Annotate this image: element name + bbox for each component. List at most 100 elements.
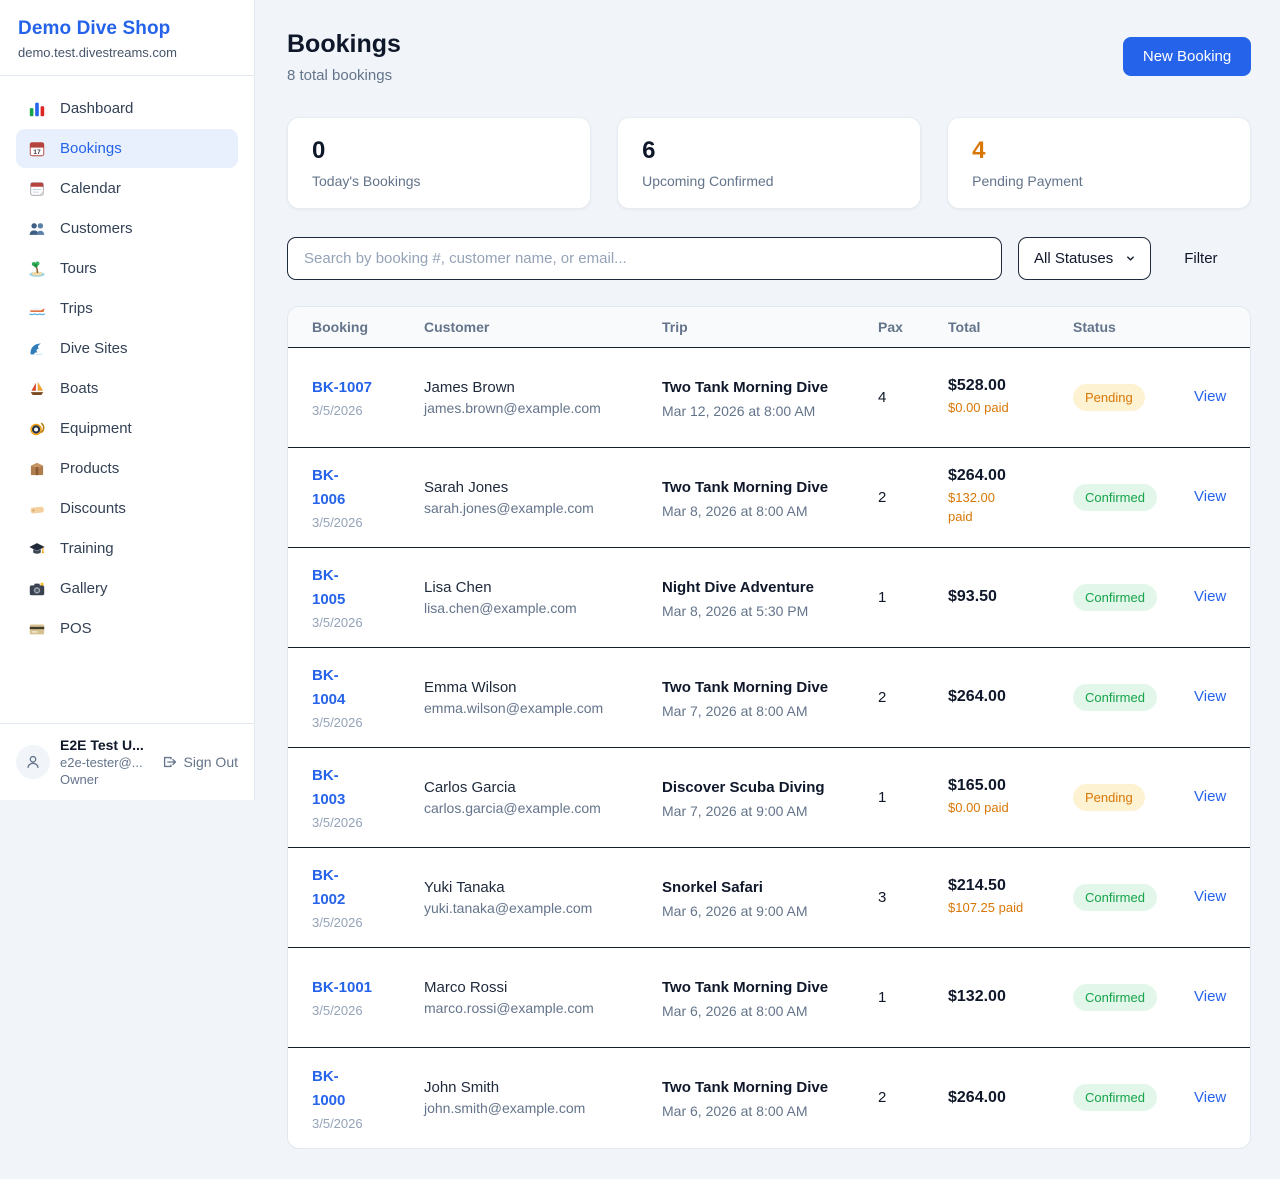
total-cell: $528.00 $0.00 paid	[948, 377, 1073, 418]
actions-cell: View	[1194, 488, 1226, 506]
booking-id-link[interactable]: BK- 1006	[312, 467, 346, 509]
actions-cell: View	[1194, 588, 1226, 606]
table-row: BK- 1000 3/5/2026 John Smith john.smith@exa…	[288, 1048, 1250, 1148]
stat-label: Today's Bookings	[312, 172, 421, 189]
total-cell: $264.00	[948, 688, 1073, 706]
view-link[interactable]: View	[1194, 488, 1227, 506]
brand-header: Demo Dive Shop demo.test.divestreams.com	[0, 0, 254, 76]
dashboard-icon	[27, 99, 46, 118]
total-cell: $132.00	[948, 988, 1073, 1006]
customer-cell: Sarah Jones sarah.jones@example.com	[424, 479, 662, 516]
view-link[interactable]: View	[1194, 1088, 1227, 1106]
sidebar-item-pos[interactable]: POS	[16, 609, 238, 648]
column-header-total: Total	[948, 318, 981, 335]
booking-cell: BK- 1003 3/5/2026	[312, 764, 424, 830]
sidebar-item-products[interactable]: Products	[16, 449, 238, 488]
booking-cell: BK- 1002 3/5/2026	[312, 864, 424, 930]
stat-label: Pending Payment	[972, 172, 1083, 189]
amount-paid: $107.25 paid	[948, 899, 1024, 915]
customer-cell: Yuki Tanaka yuki.tanaka@example.com	[424, 879, 662, 916]
view-link[interactable]: View	[1194, 588, 1227, 606]
customer-email: john.smith@example.com	[424, 1100, 586, 1117]
sidebar-item-trips[interactable]: Trips	[16, 289, 238, 328]
booking-id-link[interactable]: BK- 1003	[312, 767, 346, 809]
customer-name: Marco Rossi	[424, 978, 508, 996]
bookings-icon: 17	[27, 139, 46, 158]
sidebar-item-gallery[interactable]: Gallery	[16, 569, 238, 608]
actions-cell: View	[1194, 788, 1226, 806]
sidebar-item-training[interactable]: Training	[16, 529, 238, 568]
sidebar-item-customers[interactable]: Customers	[16, 209, 238, 248]
status-badge: Pending	[1073, 383, 1145, 411]
user-box: E2E Test U... e2e-tester@... Owner Sign …	[0, 723, 254, 800]
trip-name: Two Tank Morning Dive	[662, 378, 829, 396]
sidebar-item-dashboard[interactable]: Dashboard	[16, 89, 238, 128]
booking-date: 3/5/2026	[312, 1003, 363, 1019]
filter-button[interactable]: Filter	[1184, 249, 1218, 267]
user-icon	[27, 755, 39, 768]
view-link[interactable]: View	[1194, 988, 1227, 1006]
view-link[interactable]: View	[1194, 388, 1227, 406]
sidebar-item-calendar[interactable]: Calendar	[16, 169, 238, 208]
sidebar-item-equipment[interactable]: Equipment	[16, 409, 238, 448]
sign-out-button[interactable]: Sign Out	[161, 754, 238, 770]
booking-id-link[interactable]: BK-1001	[312, 979, 373, 997]
page-title: Bookings	[287, 30, 401, 58]
table-row: BK- 1003 3/5/2026 Carlos Garcia carlos.garc…	[288, 748, 1251, 848]
sidebar-item-discounts[interactable]: Discounts	[16, 489, 238, 528]
view-link[interactable]: View	[1194, 888, 1227, 906]
page-subtitle: 8 total bookings	[287, 67, 393, 84]
table-row: BK-1001 3/5/2026 Marco Rossi marco.rossi@ex…	[288, 948, 1251, 1048]
table-row: BK- 1004 3/5/2026 Emma Wilson emma.wilson@e…	[288, 648, 1251, 748]
sidebar-item-tours[interactable]: Tours	[16, 249, 238, 288]
booking-id-link[interactable]: BK- 1004	[312, 667, 346, 709]
booking-id-link[interactable]: BK- 1002	[312, 867, 346, 909]
column-header-trip: Trip	[662, 318, 688, 335]
status-badge: Confirmed	[1073, 583, 1157, 611]
calendar-icon	[27, 179, 46, 198]
booking-id-link[interactable]: BK-1007	[312, 379, 373, 397]
amount-paid: $132.00 paid	[948, 490, 995, 525]
sidebar-item-bookings[interactable]: 17 Bookings	[16, 129, 238, 168]
status-cell: Confirmed	[1073, 583, 1194, 611]
equipment-icon	[27, 419, 46, 438]
total-amount: $93.50	[948, 588, 997, 606]
brand-name[interactable]: Demo Dive Shop	[18, 18, 171, 39]
status-cell: Pending	[1073, 383, 1194, 411]
view-link[interactable]: View	[1194, 688, 1227, 706]
view-link[interactable]: View	[1194, 788, 1227, 806]
customer-name: John Smith	[424, 1079, 500, 1097]
total-amount: $264.00	[948, 467, 1006, 485]
table-row: BK- 1006 3/5/2026 Sarah Jones sarah.jones@e…	[288, 448, 1251, 548]
actions-cell: View	[1194, 688, 1226, 706]
customer-name: Carlos Garcia	[424, 778, 516, 796]
sidebar: Demo Dive Shop demo.test.divestreams.com…	[0, 0, 255, 800]
status-filter-select[interactable]: All Statuses	[1018, 236, 1152, 280]
trip-datetime: Mar 8, 2026 at 8:00 AM	[662, 502, 808, 519]
pax-value: 3	[878, 888, 887, 906]
booking-cell: BK- 1000 3/5/2026	[312, 1065, 424, 1131]
sidebar-item-dive-sites[interactable]: Dive Sites	[16, 329, 238, 368]
booking-id-link[interactable]: BK- 1000	[312, 1067, 346, 1109]
trip-datetime: Mar 6, 2026 at 8:00 AM	[662, 1103, 808, 1120]
status-cell: Confirmed	[1073, 683, 1194, 711]
customer-name: James Brown	[424, 378, 515, 396]
customer-email: yuki.tanaka@example.com	[424, 899, 593, 916]
total-amount: $264.00	[948, 688, 1006, 706]
booking-date: 3/5/2026	[312, 403, 363, 419]
status-badge: Confirmed	[1073, 483, 1157, 511]
actions-cell: View	[1194, 1089, 1226, 1107]
table-row: BK- 1005 3/5/2026 Lisa Chen lisa.chen@examp…	[288, 548, 1251, 648]
training-icon	[27, 539, 46, 558]
sidebar-item-boats[interactable]: Boats	[16, 369, 238, 408]
booking-cell: BK- 1006 3/5/2026	[312, 464, 424, 530]
booking-date: 3/5/2026	[312, 815, 363, 831]
sign-out-icon	[161, 754, 177, 770]
actions-cell: View	[1194, 988, 1226, 1006]
booking-id-link[interactable]: BK- 1005	[312, 567, 346, 609]
new-booking-button[interactable]: New Booking	[1122, 37, 1252, 76]
search-input[interactable]	[287, 236, 1002, 280]
bookings-table: Booking Customer Trip Pax Total Status BK-100…	[287, 305, 1252, 1149]
user-role: Owner	[60, 772, 99, 787]
svg-text:17: 17	[33, 148, 41, 155]
